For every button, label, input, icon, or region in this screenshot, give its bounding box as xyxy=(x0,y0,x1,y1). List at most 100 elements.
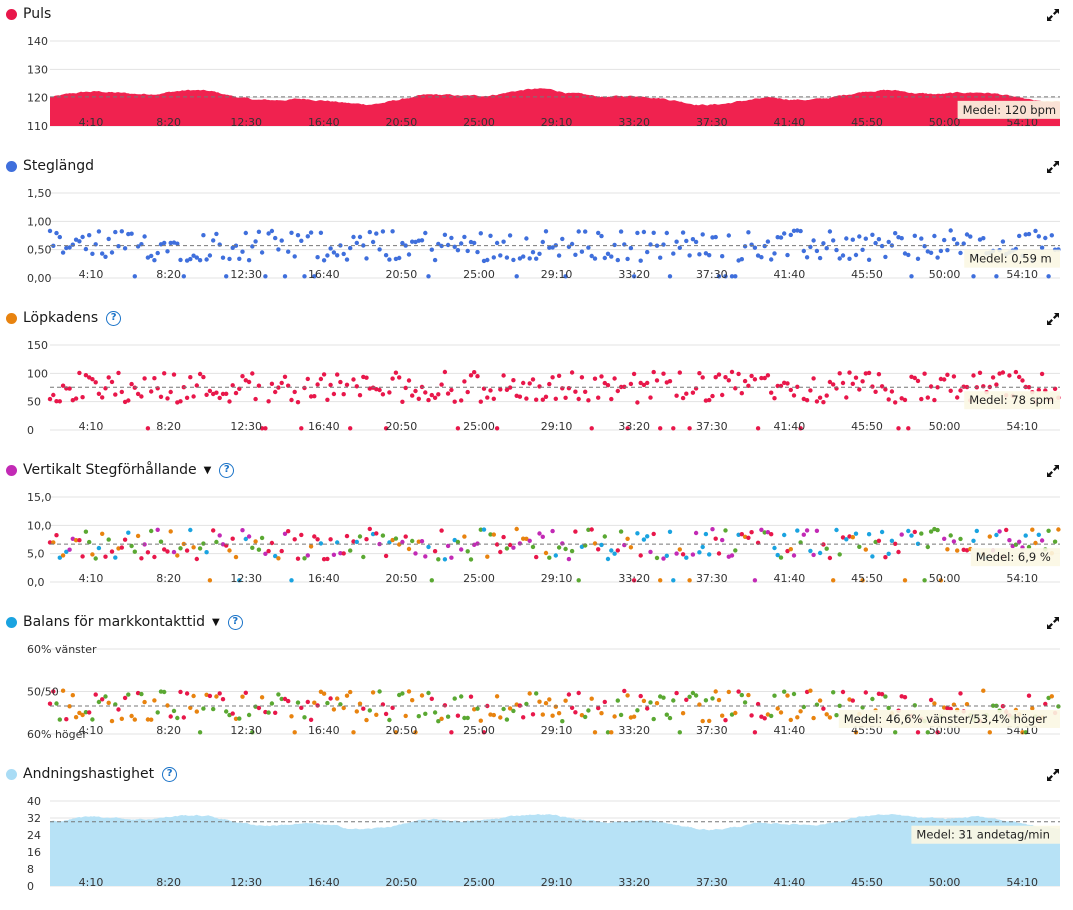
data-point xyxy=(87,710,92,715)
data-point xyxy=(569,548,575,554)
data-point xyxy=(631,714,637,719)
data-point xyxy=(651,369,656,375)
data-point xyxy=(119,389,125,395)
data-point xyxy=(445,543,451,549)
x-tick-label: 16:40 xyxy=(308,420,340,433)
x-tick-label: 41:40 xyxy=(774,268,806,281)
data-point xyxy=(253,539,258,544)
data-point xyxy=(73,237,79,242)
data-point xyxy=(726,378,731,383)
data-point xyxy=(801,532,806,537)
data-point xyxy=(1017,374,1022,380)
data-point xyxy=(527,691,532,696)
data-point xyxy=(925,249,930,254)
x-tick-label: 41:40 xyxy=(774,420,806,433)
data-point xyxy=(155,527,160,532)
expand-icon[interactable] xyxy=(1046,160,1060,174)
y-tick-label: 140 xyxy=(27,35,48,48)
help-icon[interactable]: ? xyxy=(162,766,178,782)
data-point xyxy=(609,396,614,402)
help-icon[interactable]: ? xyxy=(227,614,243,630)
data-point xyxy=(733,274,738,279)
panel-title[interactable]: Vertikalt Stegförhållande xyxy=(23,462,197,478)
data-point xyxy=(857,544,862,549)
data-point xyxy=(700,718,705,724)
data-point xyxy=(380,229,386,234)
data-point xyxy=(775,235,780,240)
data-point xyxy=(788,717,793,723)
data-point xyxy=(178,257,183,263)
data-point xyxy=(259,695,265,700)
data-point xyxy=(893,231,898,236)
data-point xyxy=(893,730,898,735)
data-point xyxy=(204,257,209,262)
help-icon[interactable]: ? xyxy=(106,310,122,326)
data-point xyxy=(710,527,715,532)
data-point xyxy=(664,230,669,236)
data-point xyxy=(429,392,434,398)
data-point xyxy=(230,536,235,541)
expand-icon[interactable] xyxy=(1046,312,1060,326)
data-point xyxy=(237,578,242,583)
data-point xyxy=(282,274,288,279)
data-point xyxy=(452,696,457,701)
data-point xyxy=(501,239,506,244)
data-point xyxy=(1020,378,1025,383)
data-point xyxy=(811,238,816,243)
data-point xyxy=(400,691,405,696)
help-icon[interactable]: ? xyxy=(219,462,235,478)
data-point xyxy=(938,578,944,583)
chevron-down-icon[interactable]: ▼ xyxy=(203,464,212,476)
data-point xyxy=(605,251,611,256)
chevron-down-icon[interactable]: ▼ xyxy=(212,616,220,628)
data-point xyxy=(850,698,855,703)
data-point xyxy=(876,538,882,543)
data-point xyxy=(145,255,151,260)
expand-icon[interactable] xyxy=(1046,8,1060,22)
data-point xyxy=(377,247,382,252)
data-point xyxy=(494,240,500,246)
panel-title[interactable]: Balans för markkontakttid xyxy=(23,614,206,630)
data-point xyxy=(335,696,340,701)
data-point xyxy=(785,693,790,698)
data-point xyxy=(729,553,735,558)
x-tick-label: 37:30 xyxy=(696,268,728,281)
data-point xyxy=(1036,234,1042,239)
panel-title: Andningshastighet xyxy=(23,766,155,782)
data-point xyxy=(162,547,167,552)
data-point xyxy=(795,528,800,533)
y-tick-label: 50 xyxy=(27,396,41,409)
x-tick-label: 29:10 xyxy=(541,572,573,585)
data-point xyxy=(318,541,324,546)
data-point xyxy=(286,249,291,254)
data-point xyxy=(475,706,480,711)
expand-icon[interactable] xyxy=(1046,616,1060,630)
data-point xyxy=(645,249,650,255)
data-point xyxy=(204,550,209,555)
data-point xyxy=(113,229,118,235)
data-point xyxy=(1007,373,1012,378)
data-point xyxy=(589,696,594,701)
data-point xyxy=(693,239,699,245)
mean-label: Medel: 120 bpm xyxy=(963,103,1057,117)
data-point xyxy=(831,578,836,583)
data-point xyxy=(589,426,594,431)
data-point xyxy=(273,389,278,395)
data-point xyxy=(250,371,255,376)
data-point xyxy=(1030,527,1035,532)
data-point xyxy=(429,578,434,583)
y-tick-label: 0 xyxy=(27,424,34,437)
data-point xyxy=(501,373,506,378)
expand-icon[interactable] xyxy=(1046,768,1060,782)
data-point xyxy=(879,384,885,389)
data-point xyxy=(759,714,764,719)
data-point xyxy=(912,375,917,381)
data-point xyxy=(716,372,722,377)
data-point xyxy=(612,376,617,381)
data-point xyxy=(116,707,121,712)
y-tick-label: 5,0 xyxy=(27,548,45,561)
expand-icon[interactable] xyxy=(1046,464,1060,478)
data-point xyxy=(100,531,105,536)
data-point xyxy=(116,546,121,551)
data-point xyxy=(406,689,412,694)
